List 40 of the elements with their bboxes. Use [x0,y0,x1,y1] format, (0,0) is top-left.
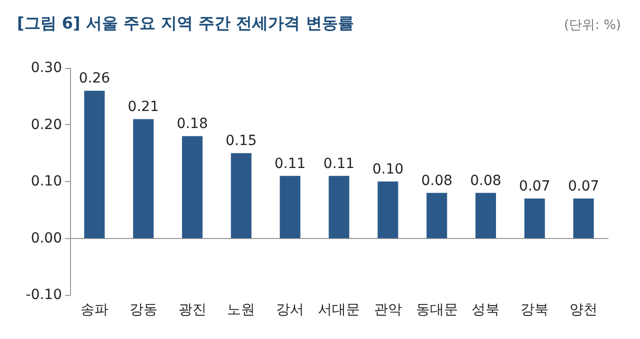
x-tick-label: 서대문 [318,302,360,318]
bar [573,198,594,238]
bar [230,153,252,238]
y-tick-label: 0.10 [30,174,62,190]
bar [133,119,154,238]
x-tick-label: 강동 [129,302,158,318]
bar [378,182,398,238]
x-tick-label: 동대문 [416,302,458,318]
data-label: 0.07 [519,178,550,195]
data-label: 0.08 [470,172,502,189]
bar [182,136,203,238]
data-label: 0.11 [274,156,306,172]
bar [84,90,105,238]
data-label: 0.07 [568,178,600,195]
data-label: 0.21 [128,99,159,116]
bar [524,198,545,238]
data-label: 0.08 [421,172,452,189]
chart-title: [그림 6] 서울 주요 지역 주간 전세가격 변동률 [17,14,354,32]
x-tick-label: 성북 [472,302,500,318]
x-tick-label: 관악 [374,302,402,318]
y-tick-label: -0.10 [26,287,62,303]
x-tick-label: 광진 [178,302,206,318]
data-label: 0.15 [226,133,257,150]
data-label: 0.18 [176,116,208,132]
y-tick-label: 0.00 [30,230,62,246]
y-tick-label: 0.20 [30,116,62,133]
data-label: 0.11 [323,156,355,172]
data-label: 0.26 [78,70,110,87]
x-tick-label: 강북 [520,302,549,318]
y-tick-label: 0.30 [30,60,62,76]
bar [280,176,300,238]
bar [426,192,448,238]
text: (단위: %) [564,18,622,33]
bar [475,192,496,238]
x-tick-label: 양천 [570,302,598,318]
x-tick-label: 송파 [80,302,108,318]
x-tick-label: 강서 [276,302,304,318]
data-label: 0.10 [372,162,404,178]
x-tick-label: 노원 [227,302,256,318]
bar [328,176,350,238]
